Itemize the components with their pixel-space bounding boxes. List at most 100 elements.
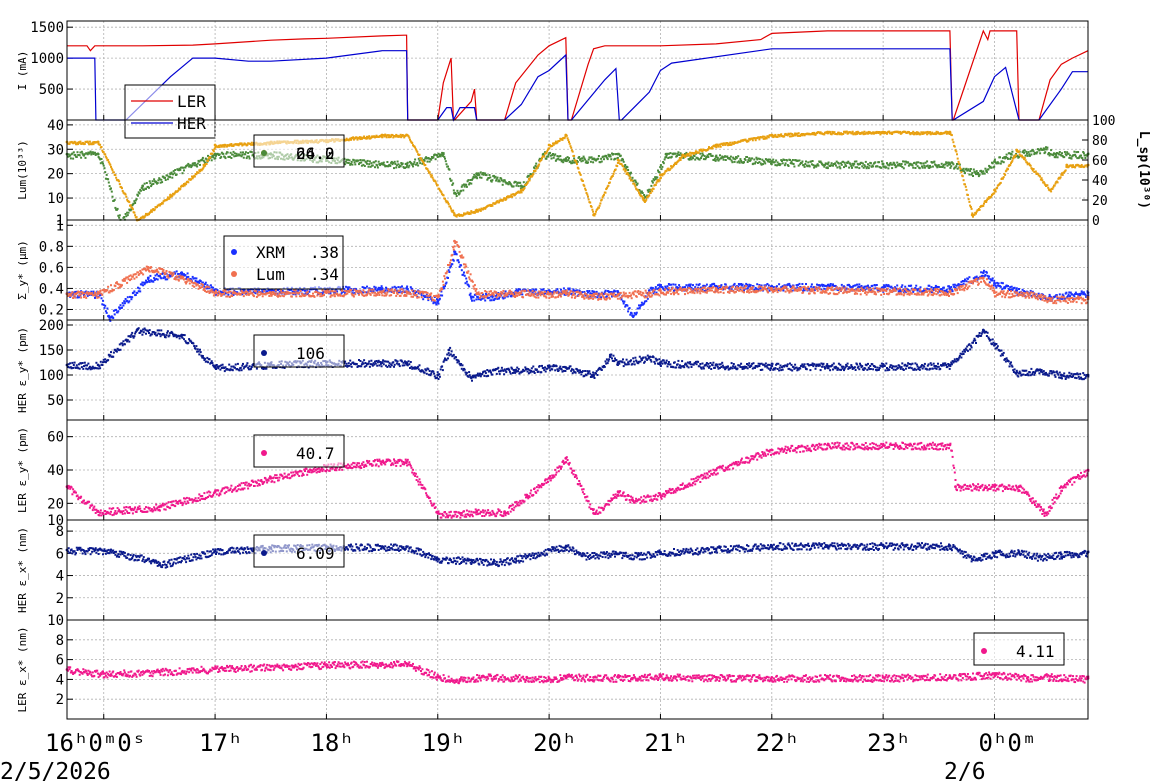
data-point bbox=[1004, 173, 1007, 176]
data-point bbox=[762, 163, 764, 166]
ytick-right-label: 20 bbox=[1092, 194, 1108, 209]
data-point bbox=[465, 277, 468, 280]
data-point bbox=[184, 281, 187, 284]
data-point bbox=[194, 279, 197, 282]
data-point bbox=[407, 291, 410, 294]
data-point bbox=[652, 187, 655, 190]
data-point bbox=[285, 290, 288, 293]
series-2 bbox=[65, 239, 1090, 305]
data-point bbox=[145, 182, 148, 184]
data-point bbox=[911, 132, 914, 135]
data-point bbox=[319, 295, 322, 298]
data-point bbox=[1034, 170, 1037, 173]
data-point bbox=[184, 274, 187, 277]
data-point bbox=[960, 171, 963, 174]
data-point bbox=[464, 282, 467, 285]
data-point bbox=[185, 282, 188, 285]
data-point bbox=[816, 163, 819, 166]
data-point bbox=[308, 290, 311, 293]
data-point bbox=[966, 194, 969, 196]
data-point bbox=[83, 143, 86, 145]
data-point bbox=[816, 283, 818, 286]
data-point bbox=[748, 283, 751, 286]
data-point bbox=[476, 296, 479, 299]
data-point bbox=[465, 212, 468, 215]
data-point bbox=[158, 178, 161, 181]
data-point bbox=[620, 163, 623, 166]
data-point bbox=[1048, 293, 1051, 296]
data-point bbox=[965, 167, 968, 170]
data-point bbox=[478, 293, 481, 296]
data-point bbox=[900, 163, 903, 165]
data-point bbox=[119, 304, 122, 307]
data-point bbox=[514, 193, 517, 195]
data-point bbox=[129, 279, 131, 282]
data-point bbox=[552, 142, 554, 145]
data-point bbox=[1082, 152, 1085, 155]
data-point bbox=[890, 285, 893, 288]
data-point bbox=[569, 160, 572, 163]
data-point bbox=[1036, 172, 1039, 175]
data-point bbox=[164, 176, 166, 179]
data-point bbox=[226, 291, 228, 294]
data-point bbox=[1007, 157, 1009, 160]
data-point bbox=[228, 290, 231, 293]
data-point bbox=[1072, 294, 1075, 297]
data-point bbox=[415, 293, 418, 296]
data-point bbox=[688, 158, 691, 161]
data-point bbox=[793, 165, 796, 168]
data-point bbox=[123, 302, 126, 305]
data-point bbox=[1071, 293, 1074, 296]
data-point bbox=[799, 163, 802, 166]
data-point bbox=[526, 182, 529, 184]
data-point bbox=[121, 284, 123, 287]
data-point bbox=[469, 212, 472, 215]
data-point bbox=[139, 218, 142, 221]
data-point bbox=[67, 155, 69, 158]
data-point bbox=[988, 275, 991, 278]
data-point bbox=[222, 144, 225, 147]
data-point bbox=[623, 165, 626, 168]
data-point bbox=[1039, 298, 1042, 301]
data-point bbox=[1081, 291, 1084, 294]
data-point bbox=[69, 295, 72, 298]
data-point bbox=[797, 134, 799, 137]
data-point bbox=[1068, 291, 1071, 294]
data-point bbox=[921, 165, 923, 168]
data-point bbox=[968, 276, 971, 279]
data-point bbox=[146, 280, 149, 283]
data-point bbox=[382, 134, 385, 137]
data-point bbox=[385, 287, 388, 290]
data-point bbox=[387, 289, 390, 292]
data-point bbox=[139, 269, 142, 272]
data-point bbox=[701, 152, 704, 155]
data-point bbox=[772, 158, 775, 161]
data-point bbox=[174, 169, 177, 171]
data-point bbox=[789, 132, 792, 135]
data-point bbox=[620, 298, 623, 301]
data-point bbox=[368, 288, 371, 291]
data-point bbox=[603, 158, 605, 161]
data-point bbox=[614, 290, 616, 293]
data-point bbox=[772, 136, 775, 139]
data-point bbox=[333, 293, 336, 296]
data-point bbox=[323, 291, 326, 294]
data-point bbox=[69, 157, 72, 160]
data-point bbox=[247, 152, 250, 154]
data-point bbox=[643, 300, 646, 303]
data-point bbox=[941, 289, 944, 292]
data-point bbox=[909, 133, 912, 136]
data-point bbox=[703, 289, 706, 292]
data-point bbox=[541, 156, 543, 159]
data-point bbox=[492, 174, 495, 177]
data-point bbox=[875, 132, 877, 135]
data-point bbox=[128, 201, 131, 204]
data-point bbox=[275, 292, 278, 295]
data-point bbox=[565, 160, 568, 163]
data-point bbox=[220, 155, 223, 158]
data-point bbox=[724, 155, 727, 158]
data-point bbox=[557, 155, 560, 158]
data-point bbox=[467, 270, 470, 273]
data-point bbox=[651, 190, 654, 193]
data-point bbox=[405, 287, 408, 290]
